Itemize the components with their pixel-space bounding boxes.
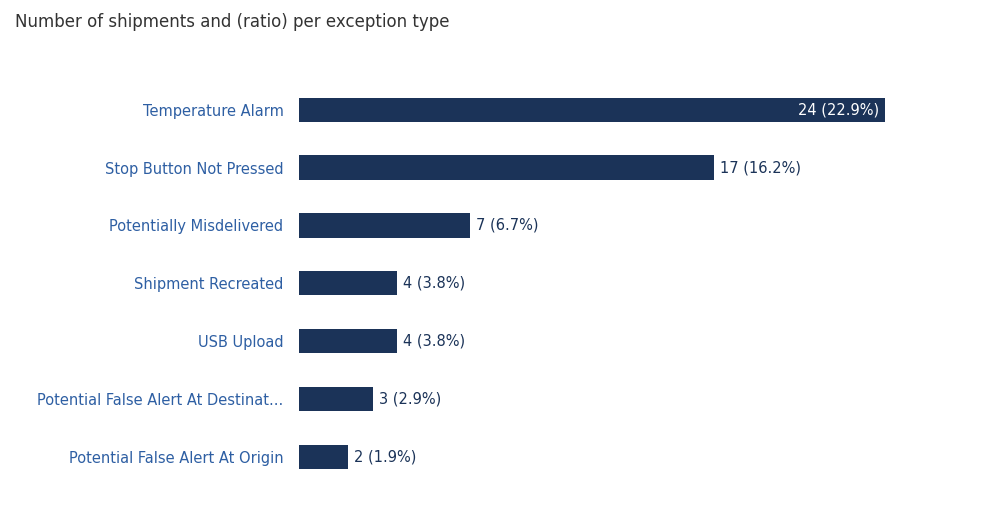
Text: Number of shipments and (ratio) per exception type: Number of shipments and (ratio) per exce… (15, 13, 449, 31)
Bar (299, 387, 372, 411)
Text: 7 (6.7%): 7 (6.7%) (476, 218, 539, 233)
Text: 17 (16.2%): 17 (16.2%) (721, 160, 801, 175)
Bar (299, 97, 885, 122)
Bar (299, 156, 715, 180)
Text: 24 (22.9%): 24 (22.9%) (797, 102, 879, 117)
Bar (299, 213, 470, 237)
Text: 4 (3.8%): 4 (3.8%) (403, 334, 465, 349)
Bar (299, 271, 397, 296)
Text: 2 (1.9%): 2 (1.9%) (354, 449, 416, 465)
Bar (299, 329, 397, 353)
Bar (299, 444, 348, 469)
Text: 3 (2.9%): 3 (2.9%) (378, 391, 441, 406)
Text: 4 (3.8%): 4 (3.8%) (403, 276, 465, 291)
